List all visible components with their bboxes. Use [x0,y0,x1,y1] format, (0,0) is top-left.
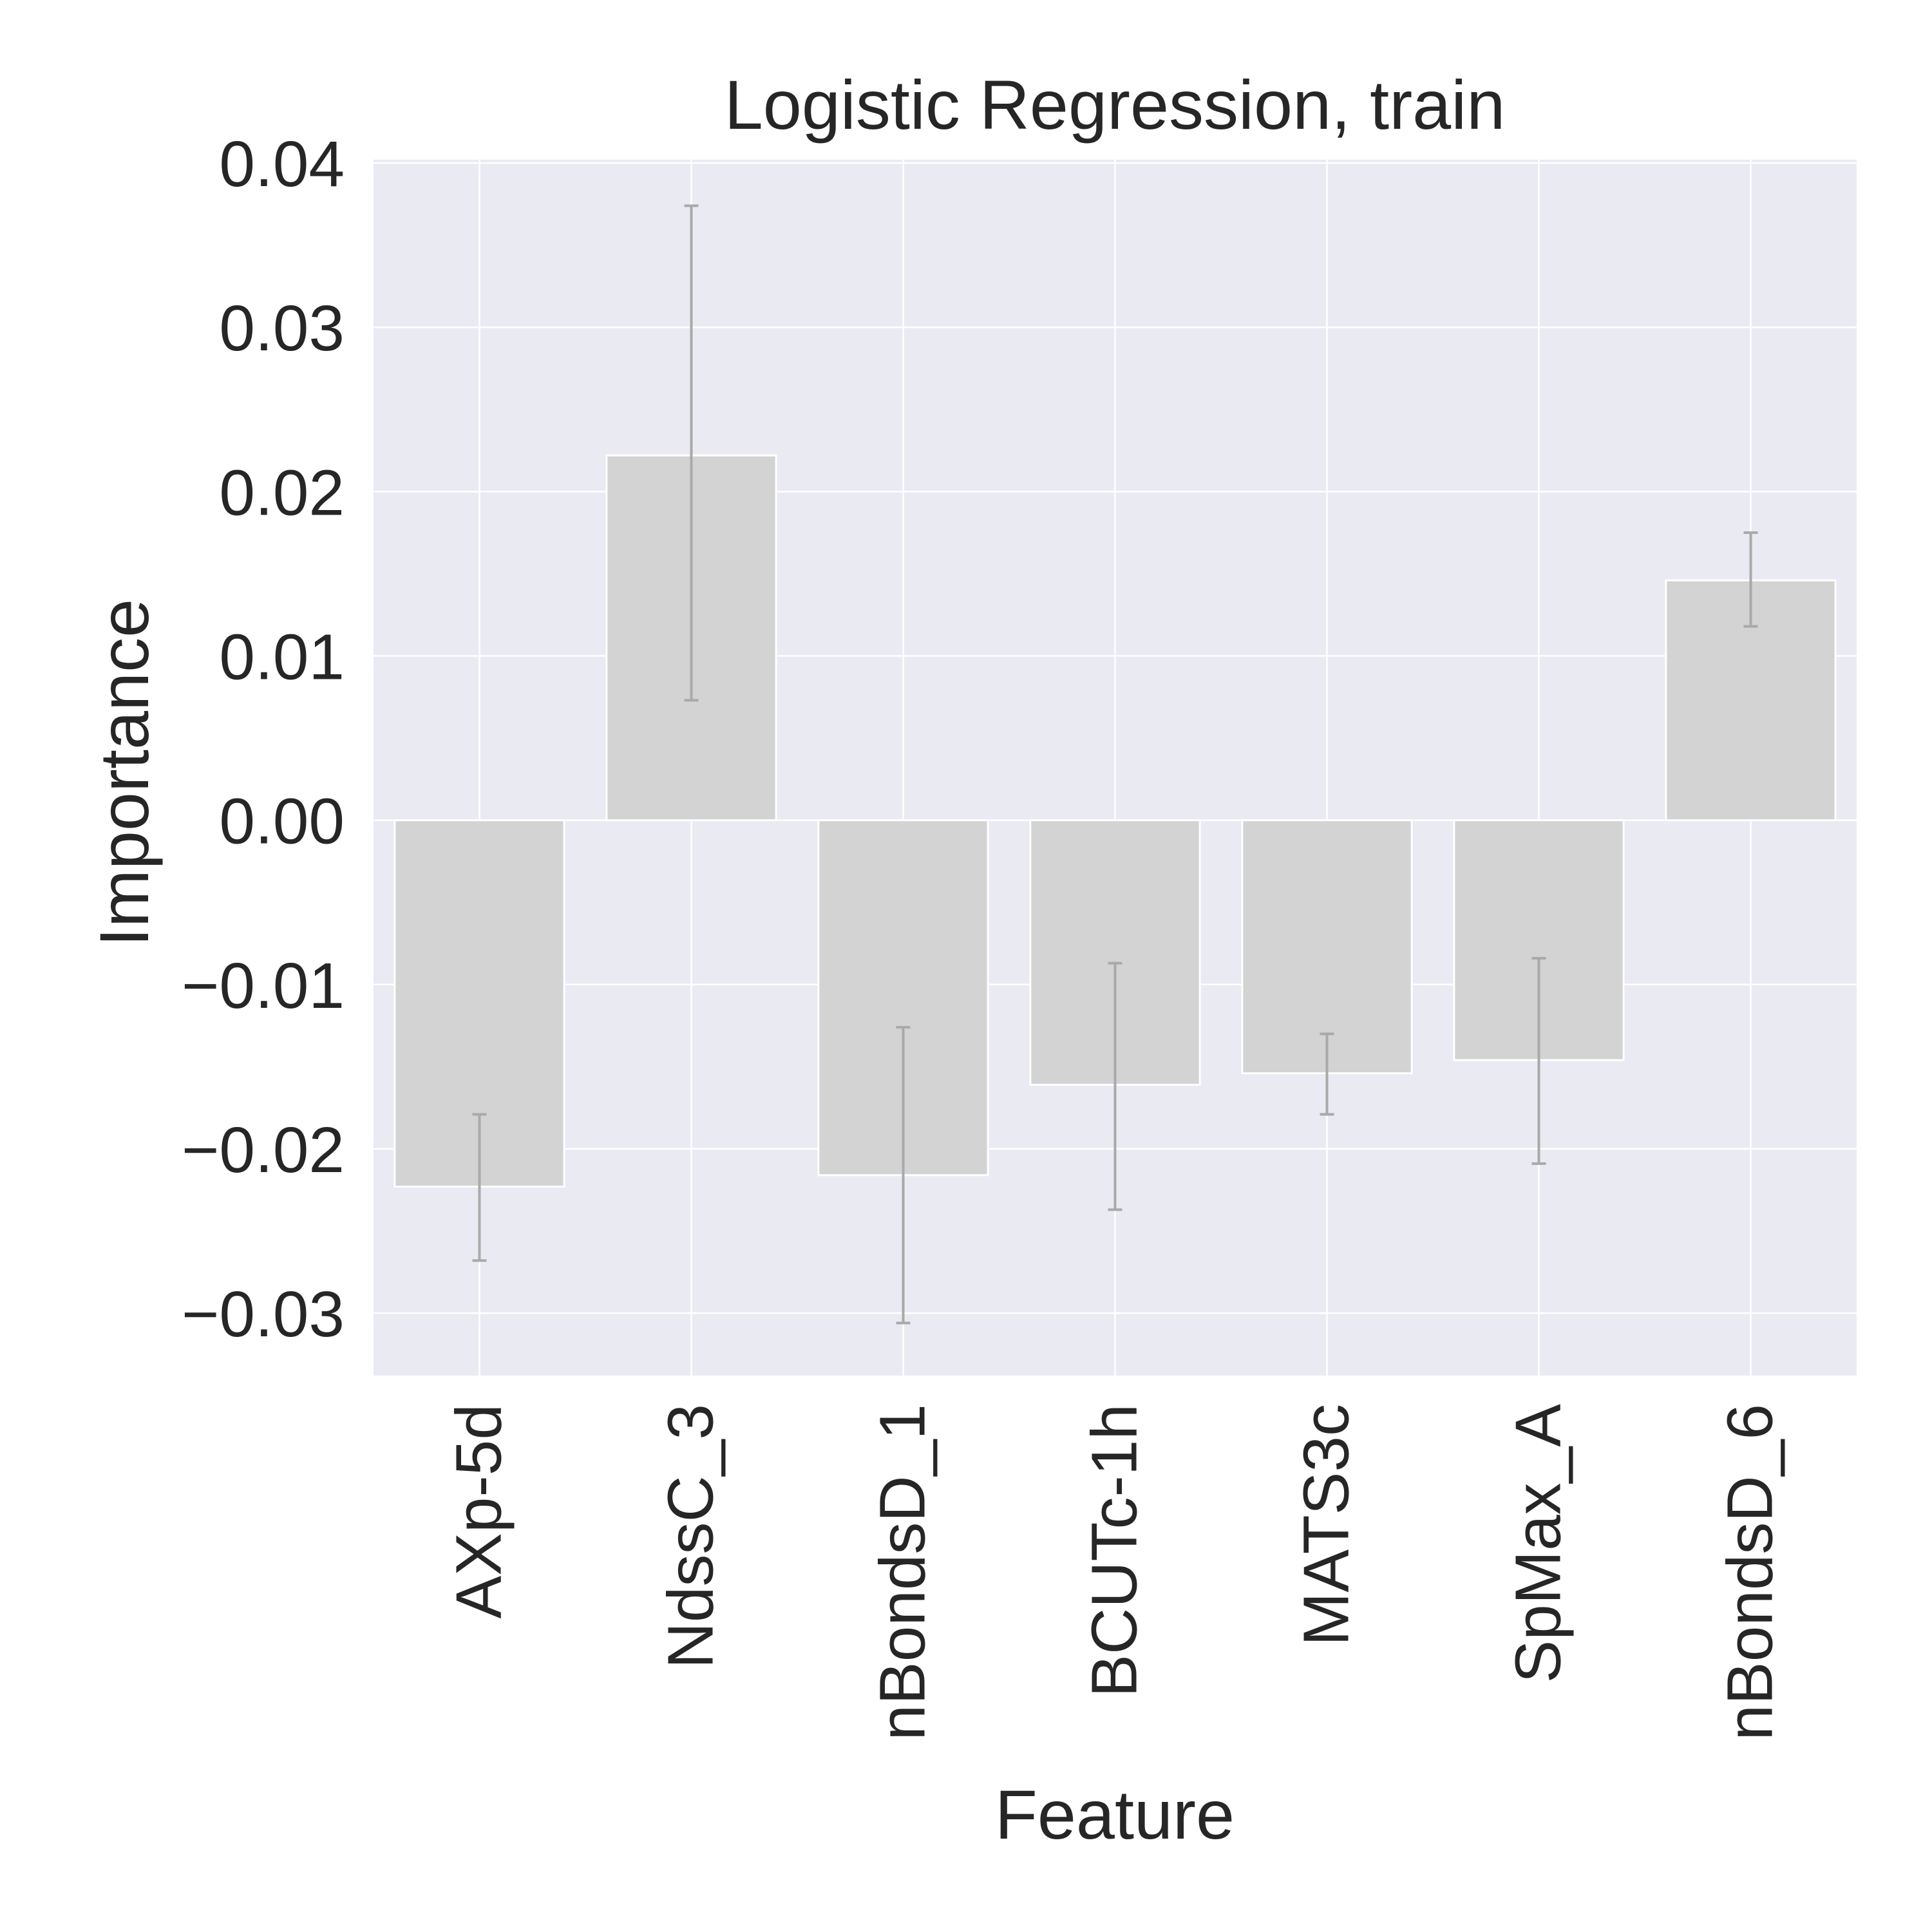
x-tick-label: NdssC_3 [655,1404,727,1669]
bar [1241,819,1413,1075]
x-tick-label: nBondsD_1 [867,1404,939,1741]
y-tick-label: 0.03 [219,292,345,365]
error-bars [472,204,1758,1325]
y-tick-label: −0.02 [182,1114,345,1186]
y-axis-ticks: 0.04 0.03 0.02 0.01 0.00 −0.01 −0.02 −0.03 [182,128,345,1350]
x-tick-label: BCUTc-1h [1079,1404,1151,1698]
y-axis-label: Importance [85,599,163,947]
y-tick-label: 0.04 [219,128,345,200]
y-tick-label: −0.03 [182,1278,345,1350]
x-axis-label: Feature [995,1776,1235,1853]
y-tick-label: −0.01 [182,950,345,1022]
x-tick-label: SpMax_A [1502,1404,1575,1683]
bars [393,454,1837,1188]
y-tick-label: 0.00 [219,786,345,858]
y-tick-label: 0.01 [219,621,345,694]
y-tick-label: 0.02 [219,457,345,529]
x-tick-label: AXp-5d [443,1404,515,1619]
chart-title: Logistic Regression, train [724,66,1506,144]
x-axis-ticks: AXp-5d NdssC_3 nBondsD_1 BCUTc-1h MATS3c SpMa… [443,1404,1786,1741]
x-tick-label: MATS3c [1291,1404,1363,1646]
x-tick-label: nBondsD_6 [1714,1404,1786,1741]
